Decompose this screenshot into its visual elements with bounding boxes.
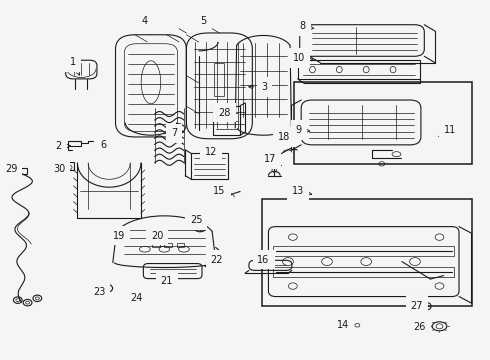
Text: 25: 25	[190, 215, 202, 225]
Bar	[164, 243, 172, 247]
Text: 21: 21	[161, 276, 173, 286]
Text: 26: 26	[414, 322, 427, 332]
Text: 9: 9	[295, 125, 310, 135]
Text: 24: 24	[130, 293, 143, 303]
Text: 7: 7	[171, 129, 177, 138]
Bar	[273, 246, 454, 256]
Text: 19: 19	[113, 231, 125, 240]
Text: 27: 27	[411, 301, 429, 311]
Text: 22: 22	[210, 255, 223, 265]
Bar	[294, 82, 472, 164]
Text: 18: 18	[278, 132, 290, 142]
Text: 29: 29	[5, 164, 18, 174]
Bar	[273, 267, 454, 277]
Bar	[176, 243, 184, 247]
Text: 20: 20	[151, 231, 164, 240]
Text: 17: 17	[264, 154, 276, 164]
Text: 1: 1	[70, 57, 79, 75]
Bar	[16, 168, 27, 174]
Text: 16: 16	[257, 255, 270, 265]
Bar	[68, 140, 81, 145]
Text: 3: 3	[249, 82, 268, 92]
Bar	[215, 63, 224, 96]
Bar	[152, 243, 160, 247]
Bar	[298, 60, 420, 79]
Text: 10: 10	[293, 53, 313, 63]
Text: 15: 15	[214, 186, 226, 197]
Text: 4: 4	[142, 16, 149, 27]
Text: 14: 14	[337, 320, 349, 330]
Bar	[191, 153, 228, 179]
Text: 12: 12	[205, 147, 217, 157]
Bar	[213, 106, 240, 135]
Text: 13: 13	[292, 186, 312, 197]
Text: 2: 2	[55, 141, 71, 151]
Bar	[262, 199, 472, 306]
Text: 8: 8	[299, 21, 314, 31]
Text: 6: 6	[100, 140, 106, 150]
Text: 11: 11	[439, 125, 456, 136]
Bar	[64, 162, 74, 170]
Text: 5: 5	[200, 16, 208, 31]
Text: 23: 23	[93, 287, 105, 297]
Text: 28: 28	[218, 108, 231, 118]
Text: 30: 30	[53, 164, 66, 174]
